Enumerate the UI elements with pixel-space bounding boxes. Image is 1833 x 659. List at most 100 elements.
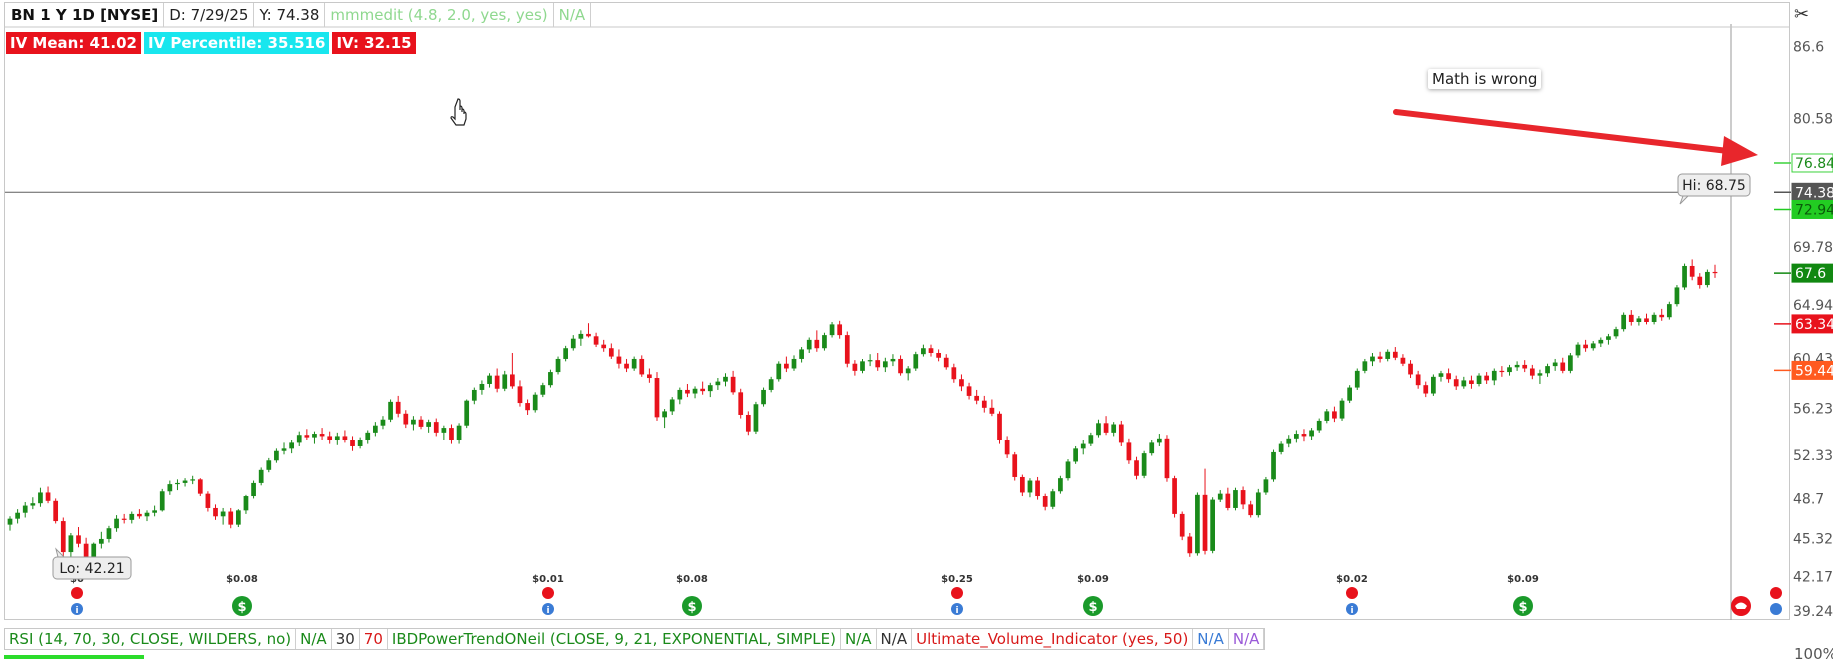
candle	[601, 339, 607, 352]
candle	[776, 361, 782, 382]
candle-body	[1004, 440, 1010, 455]
candle-body	[677, 389, 683, 400]
candle	[654, 372, 660, 421]
chart-header: BN 1 Y 1D [NYSE] D: 7/29/25 Y: 74.38 mmm…	[6, 3, 592, 27]
candle	[266, 457, 272, 473]
candle	[707, 382, 713, 398]
candle-body	[951, 367, 957, 380]
candle-body	[1461, 380, 1467, 387]
dollar-glyph: $	[1518, 600, 1527, 615]
candle	[479, 380, 485, 395]
dividend-marker: $0.08 $	[226, 574, 258, 616]
candle-body	[365, 432, 371, 441]
candle-body	[258, 469, 264, 483]
candle-body	[60, 521, 66, 553]
candle-body	[1172, 478, 1177, 514]
hi-callout: Hi: 68.75	[1677, 173, 1751, 205]
candle	[1666, 301, 1672, 320]
price-axis-tick: 64.94	[1793, 298, 1833, 314]
candle-body	[799, 349, 804, 359]
candle	[403, 410, 409, 429]
candle	[144, 510, 150, 522]
candle	[296, 431, 302, 446]
alert-phone-icon[interactable]	[1731, 596, 1751, 616]
candle-body	[15, 512, 20, 519]
annotation-note[interactable]: Math is wrong	[1428, 69, 1542, 89]
candle	[106, 525, 112, 543]
candle	[510, 352, 515, 389]
candle-body	[266, 460, 272, 470]
price-label-text: 74.38	[1795, 185, 1833, 201]
candle	[540, 382, 546, 398]
candle	[989, 399, 995, 417]
study-label[interactable]: mmmedit (4.8, 2.0, yes, yes)	[325, 3, 554, 27]
candle-body	[1446, 373, 1451, 380]
candle	[1278, 441, 1284, 455]
candle	[1606, 333, 1611, 345]
rsi-label[interactable]: RSI (14, 70, 30, CLOSE, WILDERS, no)	[5, 629, 297, 649]
candle-body	[197, 479, 203, 494]
candle-body	[1529, 368, 1535, 376]
candle-body	[1255, 492, 1261, 516]
candle	[715, 378, 721, 390]
candle-body	[220, 511, 226, 517]
candle-body	[137, 513, 142, 517]
candle-body	[753, 404, 759, 432]
candle	[190, 475, 196, 485]
candle-body	[175, 482, 180, 485]
candle-body	[852, 363, 858, 371]
candle	[791, 355, 797, 371]
candle	[365, 430, 371, 444]
candle-body	[1400, 357, 1406, 364]
candle-body	[593, 336, 599, 345]
candle-body	[608, 348, 614, 357]
study-value: N/A	[554, 3, 592, 27]
dividend-marker: $0i	[70, 574, 84, 616]
candle	[1179, 511, 1185, 541]
candle-body	[380, 419, 386, 426]
candle	[943, 354, 949, 370]
candle	[114, 515, 119, 532]
candle-body	[548, 372, 553, 386]
price-label: 76.84	[1774, 153, 1833, 173]
candle-body	[342, 436, 348, 441]
candle	[1370, 352, 1375, 367]
chart-tools-icon[interactable]: ✂	[1794, 4, 1810, 25]
candle-body	[875, 360, 881, 368]
candle-body	[1271, 451, 1276, 480]
candle-body	[1248, 504, 1254, 516]
candle-body	[1431, 376, 1436, 394]
candle	[1096, 419, 1101, 438]
candle-body	[1705, 271, 1710, 286]
candle	[882, 357, 888, 373]
candle-body	[890, 358, 896, 362]
rsi-30: 30	[332, 629, 360, 649]
candle-body	[395, 401, 401, 414]
price-label-box	[1791, 199, 1833, 219]
price-label-box	[1791, 360, 1833, 380]
price-label-text: 76.84	[1795, 156, 1833, 172]
candle	[213, 504, 218, 520]
candle-body	[1118, 424, 1124, 443]
candle	[555, 356, 561, 375]
candle-body	[707, 385, 713, 392]
candle	[570, 335, 576, 351]
symbol-label[interactable]: BN 1 Y 1D [NYSE]	[6, 3, 165, 27]
candle	[1354, 368, 1360, 390]
dollar-icon	[232, 596, 252, 616]
dividend-marker: $0.09 $	[1507, 574, 1539, 616]
candle-body	[1263, 479, 1269, 493]
candle-body	[966, 386, 972, 396]
chart-frame[interactable]	[4, 2, 1790, 620]
candle-body	[494, 375, 500, 389]
price-axis-tick: 86.6	[1793, 40, 1824, 56]
candle	[761, 387, 766, 407]
candle	[121, 513, 127, 524]
ibd-label[interactable]: IBDPowerTrendONeil (CLOSE, 9, 21, EXPONE…	[388, 629, 841, 649]
price-label: 72.94	[1774, 199, 1833, 219]
candle	[639, 355, 645, 377]
uvi-label[interactable]: Ultimate_Volume_Indicator (yes, 50)	[912, 629, 1194, 649]
candle-body	[1012, 454, 1018, 477]
